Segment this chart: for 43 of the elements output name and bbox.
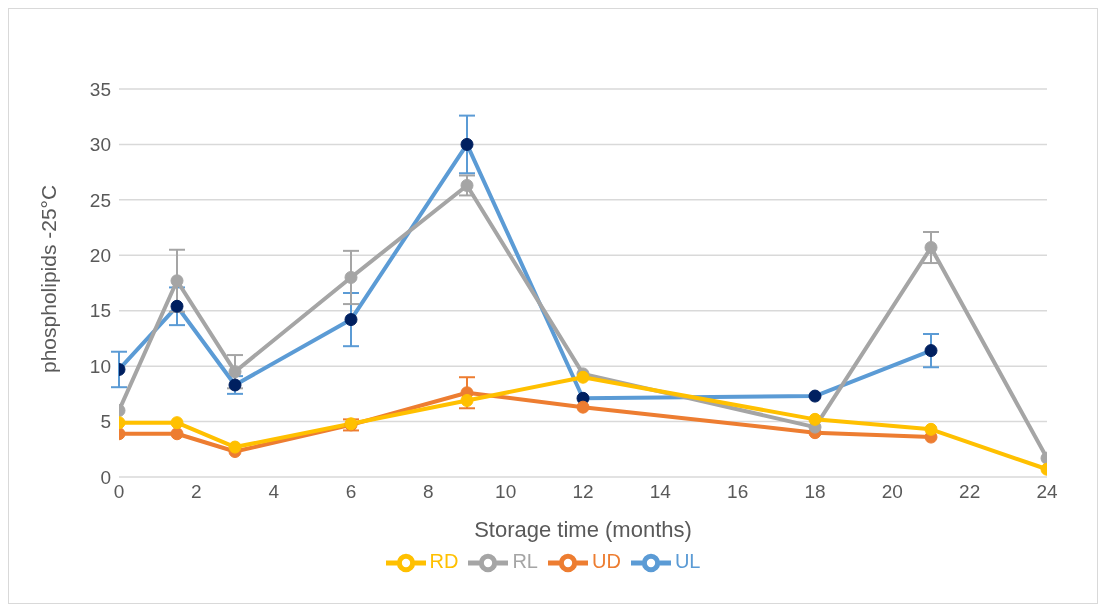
y-tick-label: 0 — [100, 466, 111, 488]
point — [924, 344, 938, 358]
point — [344, 270, 358, 284]
point — [170, 416, 184, 430]
y-tick-label: 35 — [89, 78, 111, 100]
point — [170, 427, 184, 441]
y-tick-label: 5 — [100, 411, 111, 433]
y-tick-label: 20 — [89, 245, 111, 267]
point — [460, 178, 474, 192]
point — [170, 299, 184, 313]
point — [808, 412, 822, 426]
point — [808, 389, 822, 403]
point — [460, 137, 474, 151]
y-tick-label: 15 — [89, 300, 111, 322]
y-axis-title: phospholipids -25°C — [37, 184, 61, 373]
legend-label: UL — [674, 550, 701, 573]
y-tick-label: 10 — [89, 355, 111, 377]
x-tick-label: 14 — [649, 481, 672, 503]
x-tick-label: 4 — [268, 481, 280, 503]
x-tick-label: 6 — [345, 481, 357, 503]
legend-label: RL — [512, 550, 538, 573]
x-tick-label: 8 — [423, 481, 434, 503]
x-tick-label: 24 — [1036, 481, 1058, 503]
legend-label: UD — [592, 550, 621, 573]
x-tick-label: 18 — [804, 481, 826, 503]
y-tick-label: 25 — [89, 189, 111, 211]
legend-label: RD — [429, 550, 459, 573]
point — [228, 365, 242, 379]
x-tick-label: 22 — [959, 481, 981, 503]
x-tick-label: 2 — [191, 481, 202, 503]
point — [460, 394, 474, 408]
x-axis-title: Storage time (months) — [474, 517, 692, 542]
x-tick-label: 12 — [572, 481, 594, 503]
x-tick-label: 10 — [495, 481, 517, 503]
point — [228, 440, 242, 454]
point — [170, 274, 184, 288]
point — [576, 400, 590, 414]
y-tick-label: 30 — [89, 134, 111, 156]
point — [344, 313, 358, 327]
x-tick-label: 16 — [727, 481, 749, 503]
point — [924, 422, 938, 436]
x-tick-label: 20 — [881, 481, 903, 503]
point — [924, 241, 938, 255]
